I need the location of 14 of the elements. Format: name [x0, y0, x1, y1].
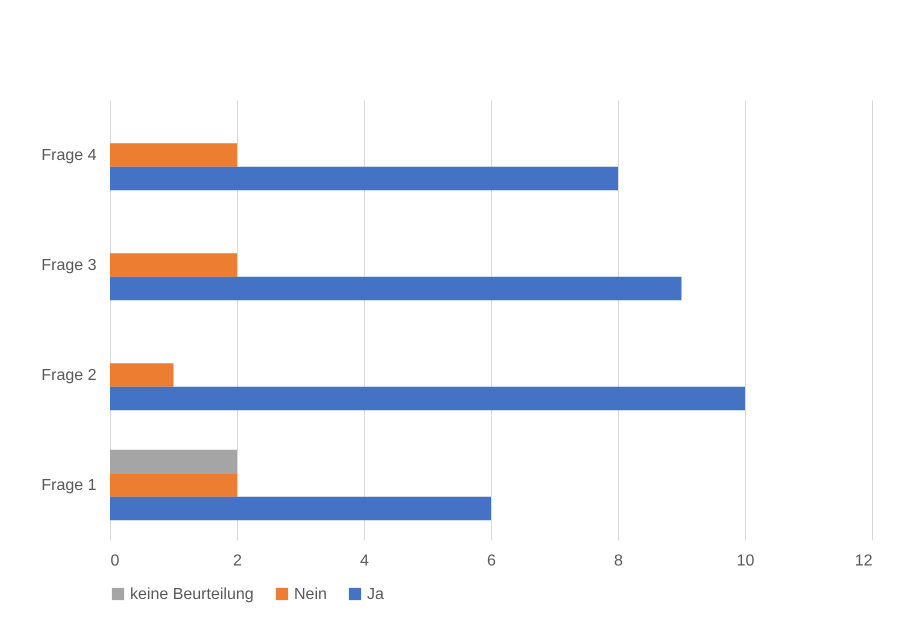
x-tick-label: 6: [487, 552, 496, 570]
x-tick-label: 0: [110, 552, 120, 570]
y-tick-label: Frage 3: [41, 257, 97, 274]
x-tick-label: 4: [360, 552, 370, 570]
y-tick-label: Frage 1: [41, 477, 97, 494]
x-tick-label: 12: [854, 552, 873, 570]
x-tick-label: 10: [736, 552, 754, 570]
legend-label: keine Beurteilung: [130, 586, 254, 603]
y-tick-label: Frage 4: [41, 147, 97, 164]
y-tick-label: Frage 2: [41, 367, 97, 384]
x-tick-label: 8: [614, 552, 624, 570]
x-tick-label: 2: [233, 552, 242, 570]
legend-label: Nein: [294, 586, 327, 603]
legend-label: Ja: [367, 586, 384, 603]
